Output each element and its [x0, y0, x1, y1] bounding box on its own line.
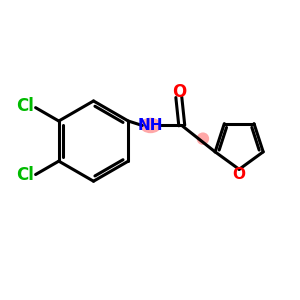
Ellipse shape	[140, 118, 161, 133]
Text: Cl: Cl	[16, 97, 34, 115]
Text: Cl: Cl	[16, 166, 34, 184]
Text: NH: NH	[138, 118, 163, 133]
Text: O: O	[172, 83, 186, 101]
Ellipse shape	[197, 132, 209, 145]
Text: O: O	[233, 167, 246, 182]
